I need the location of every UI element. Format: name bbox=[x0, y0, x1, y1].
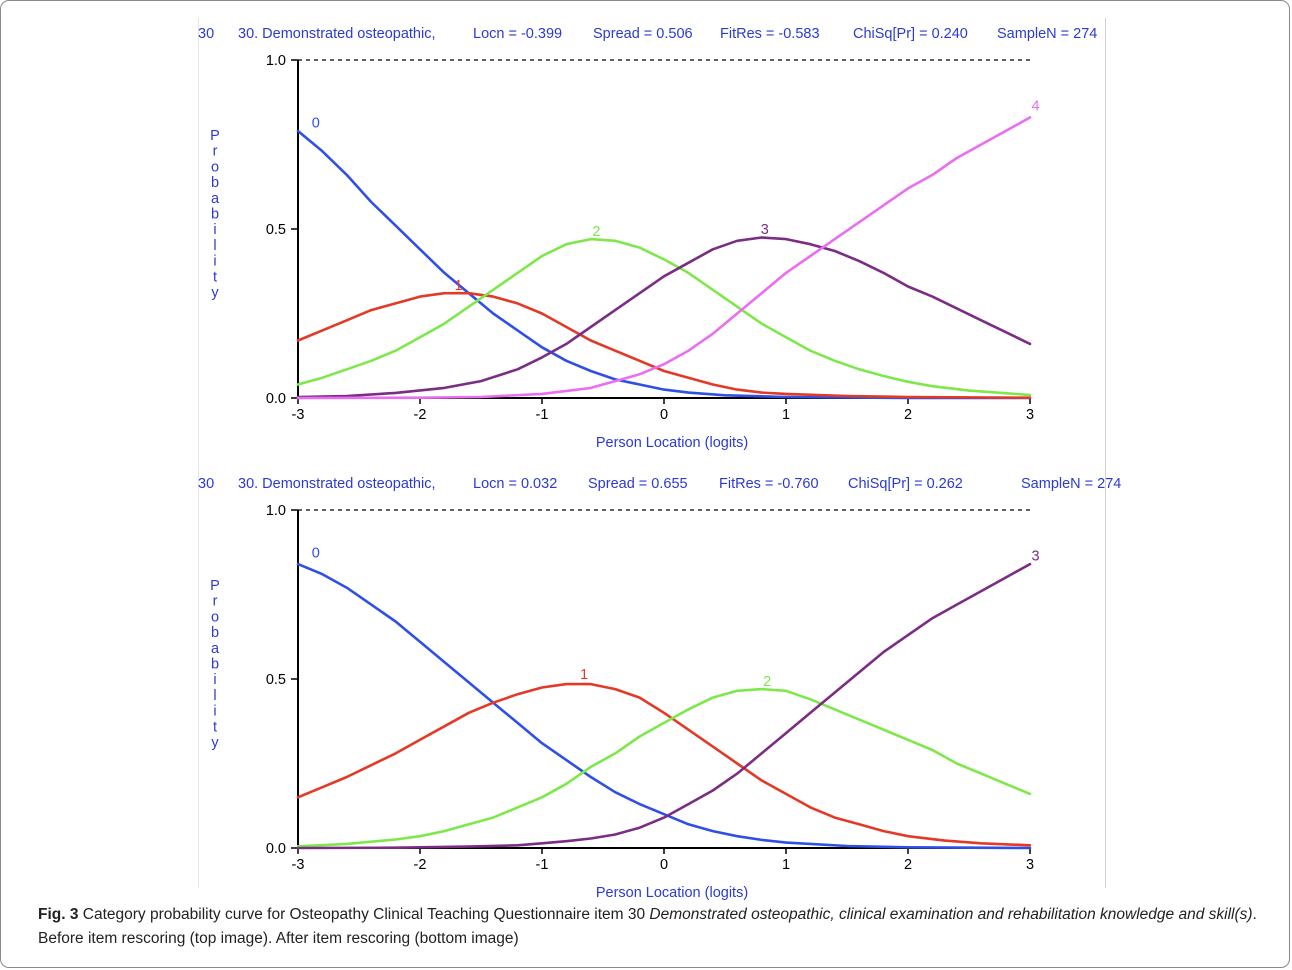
chart2-y-axis-label-letter: i bbox=[213, 672, 216, 688]
chart1-y-tick-label: 0.0 bbox=[266, 391, 286, 407]
chart1-y-axis-label-letter: t bbox=[213, 269, 217, 285]
chart1-series-4-label: 4 bbox=[1032, 99, 1040, 115]
chart1-series-2-label: 2 bbox=[592, 224, 600, 240]
caption-item-title: Demonstrated osteopathic, clinical exami… bbox=[649, 906, 1253, 923]
chart1-series-0-curve bbox=[296, 129, 1032, 400]
chart1-header-samplen: SampleN = 274 bbox=[997, 26, 1097, 42]
chart2-series-1-curve bbox=[296, 682, 1032, 847]
chart1-series-3-label: 3 bbox=[761, 222, 769, 238]
chart2-y-axis-label-letter: a bbox=[211, 641, 220, 657]
chart1-header-item-name: 30. Demonstrated osteopathic, bbox=[238, 26, 435, 42]
chart2-x-tick-label: -3 bbox=[292, 857, 305, 873]
chart1-x-axis-label: Person Location (logits) bbox=[596, 435, 748, 451]
chart1-series-1-curve bbox=[296, 291, 1032, 399]
chart1-header-chisq: ChiSq[Pr] = 0.240 bbox=[853, 26, 968, 42]
chart2-series-0-label: 0 bbox=[312, 545, 320, 561]
chart1-y-tick-label: 0.5 bbox=[266, 222, 286, 238]
chart1-series-0-label: 0 bbox=[312, 116, 320, 132]
chart2-header-item-name: 30. Demonstrated osteopathic, bbox=[238, 476, 435, 492]
chart1-x-tick-label: -3 bbox=[292, 407, 305, 423]
figure-caption: Fig. 3 Category probability curve for Os… bbox=[38, 903, 1273, 951]
chart2-x-tick-label: 3 bbox=[1026, 857, 1034, 873]
chart1-y-axis-label-letter: P bbox=[210, 128, 220, 144]
chart2-y-axis-label-letter: P bbox=[210, 578, 220, 594]
caption-text-b: . Before item rescoring (top image). Aft… bbox=[38, 906, 1257, 947]
chart2-x-tick-label: 0 bbox=[660, 857, 668, 873]
chart2-y-axis-label-letter: l bbox=[213, 688, 216, 704]
chart2-y-axis-label-letter: o bbox=[211, 609, 219, 625]
chart1-x-tick-label: 0 bbox=[660, 407, 668, 423]
chart2-y-axis-label-letter: b bbox=[211, 625, 219, 641]
chart2-series-1-label: 1 bbox=[580, 667, 588, 683]
chart2-header-item-no: 30 bbox=[198, 476, 214, 492]
chart1-x-tick-label: 1 bbox=[782, 407, 790, 423]
chart1-series-4-curve bbox=[296, 116, 1032, 400]
chart1-y-axis-label-letter: l bbox=[213, 238, 216, 254]
chart2-y-axis-label-letter: b bbox=[211, 657, 219, 673]
chart1-series-1-label: 1 bbox=[455, 278, 463, 294]
chart1-y-axis-label-letter: y bbox=[211, 285, 219, 301]
figure-label: Fig. 3 bbox=[38, 906, 79, 923]
chart2-y-tick-label: 1.0 bbox=[266, 503, 286, 519]
caption-text-a: Category probability curve for Osteopath… bbox=[78, 906, 650, 923]
chart1-series-3-curve bbox=[296, 236, 1032, 399]
chart1-x-tick-label: -2 bbox=[414, 407, 427, 423]
chart2-series-2-curve bbox=[296, 687, 1032, 848]
chart2-x-tick-label: 2 bbox=[904, 857, 912, 873]
chart1-header-spread: Spread = 0.506 bbox=[593, 26, 693, 42]
chart1-header-locn: Locn = -0.399 bbox=[473, 26, 562, 42]
chart2-y-axis-label-letter: y bbox=[211, 735, 219, 751]
chart1-y-axis-label-letter: i bbox=[213, 222, 216, 238]
chart2-y-axis-label-letter: r bbox=[213, 594, 218, 610]
plot-panel-background bbox=[198, 18, 1106, 888]
chart2-header-chisq: ChiSq[Pr] = 0.262 bbox=[848, 476, 963, 492]
chart1-y-axis-label-letter: o bbox=[211, 159, 219, 175]
chart1-x-tick-label: 3 bbox=[1026, 407, 1034, 423]
chart2-series-3-label: 3 bbox=[1032, 549, 1040, 565]
chart2-header-locn: Locn = 0.032 bbox=[473, 476, 557, 492]
chart2-x-tick-label: -1 bbox=[536, 857, 549, 873]
chart1-y-axis-label-letter: b bbox=[211, 207, 219, 223]
chart1-header-item-no: 30 bbox=[198, 26, 214, 42]
chart1-header-fitres: FitRes = -0.583 bbox=[720, 26, 820, 42]
chart1-y-axis-label-letter: a bbox=[211, 191, 220, 207]
chart1-y-axis-label-letter: b bbox=[211, 175, 219, 191]
chart2-x-tick-label: -2 bbox=[414, 857, 427, 873]
chart2-y-axis-label-letter: i bbox=[213, 704, 216, 720]
chart2-series-0-curve bbox=[296, 562, 1032, 850]
chart1-y-axis-label-letter: i bbox=[213, 254, 216, 270]
chart1-y-axis-label-letter: r bbox=[213, 144, 218, 160]
chart1-x-tick-label: -1 bbox=[536, 407, 549, 423]
chart2-x-axis-label: Person Location (logits) bbox=[596, 885, 748, 900]
chart2-series-2-label: 2 bbox=[763, 674, 771, 690]
chart1-y-tick-label: 1.0 bbox=[266, 53, 286, 69]
chart1-series-2-curve bbox=[296, 237, 1032, 397]
charts-canvas: 30 30. Demonstrated osteopathic, Locn = -0… bbox=[198, 26, 1121, 900]
chart2-x-tick-label: 1 bbox=[782, 857, 790, 873]
chart2-header-samplen: SampleN = 274 bbox=[1021, 476, 1121, 492]
chart2-header-fitres: FitRes = -0.760 bbox=[719, 476, 819, 492]
chart1-x-tick-label: 2 bbox=[904, 407, 912, 423]
chart2-header-spread: Spread = 0.655 bbox=[588, 476, 688, 492]
chart2-y-tick-label: 0.5 bbox=[266, 672, 286, 688]
chart2-y-axis-label-letter: t bbox=[213, 719, 217, 735]
chart2-y-tick-label: 0.0 bbox=[266, 841, 286, 857]
chart2-series-3-curve bbox=[296, 562, 1032, 850]
